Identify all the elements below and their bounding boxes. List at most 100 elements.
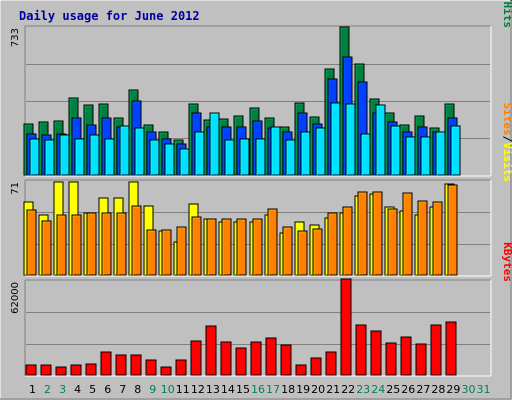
bar-body bbox=[130, 354, 142, 376]
bar-sites-day-3 bbox=[56, 214, 67, 276]
bar-body bbox=[330, 102, 341, 176]
bar-pages-day-19 bbox=[300, 131, 311, 176]
bar-body bbox=[149, 139, 160, 176]
bar-body bbox=[70, 364, 82, 376]
bar-kbytes-day-4 bbox=[70, 364, 82, 376]
bar-kbytes-day-16 bbox=[250, 341, 262, 376]
bar-kbytes-day-22 bbox=[340, 278, 352, 376]
bar-body bbox=[191, 216, 202, 276]
bar-body bbox=[415, 343, 427, 376]
bar-kbytes-day-28 bbox=[430, 324, 442, 376]
x-tick-label-day-26: 26 bbox=[401, 383, 415, 396]
bar-pages-day-9 bbox=[149, 139, 160, 176]
bar-kbytes-day-7 bbox=[115, 354, 127, 376]
bar-body bbox=[194, 131, 205, 176]
bar-body bbox=[100, 351, 112, 376]
bar-sites-day-1 bbox=[26, 209, 37, 276]
bar-kbytes-day-17 bbox=[265, 337, 277, 376]
bar-pages-day-22 bbox=[345, 103, 356, 176]
bar-pages-day-8 bbox=[134, 127, 145, 176]
bar-body bbox=[160, 366, 172, 376]
x-tick-label-day-20: 20 bbox=[311, 383, 325, 396]
bar-sites-day-9 bbox=[146, 229, 157, 276]
bar-sites-day-22 bbox=[342, 206, 353, 276]
x-tick-label-day-15: 15 bbox=[236, 383, 250, 396]
y-max-label: 733 bbox=[10, 28, 21, 47]
bar-body bbox=[297, 230, 308, 276]
bar-kbytes-day-20 bbox=[310, 357, 322, 376]
bar-body bbox=[355, 324, 367, 376]
bar-kbytes-day-24 bbox=[370, 330, 382, 376]
bar-body bbox=[40, 364, 52, 376]
legend-hits-files-pages: Pages/Files/Hits bbox=[501, 0, 512, 28]
x-tick-label-day-24: 24 bbox=[371, 383, 385, 396]
bar-sites-day-28 bbox=[432, 201, 443, 276]
bar-body bbox=[340, 278, 352, 376]
bar-sites-day-11 bbox=[176, 226, 187, 276]
bar-body bbox=[179, 148, 190, 176]
bar-sites-day-14 bbox=[221, 218, 232, 276]
bar-body bbox=[250, 341, 262, 376]
bar-body bbox=[402, 192, 413, 276]
x-tick-label-day-25: 25 bbox=[386, 383, 400, 396]
bar-kbytes-day-11 bbox=[175, 359, 187, 376]
bar-body bbox=[300, 131, 311, 176]
bar-sites-day-15 bbox=[236, 218, 247, 276]
bar-body bbox=[71, 214, 82, 276]
legend-kbytes: KBytes bbox=[501, 242, 512, 282]
bar-pages-day-28 bbox=[435, 131, 446, 176]
x-axis-day-labels: 1 2 3 4 5 6 7 8 9 10 11 12 13 14 15 16 17 18 19 20 21 22 23 24 2… bbox=[29, 383, 491, 396]
bar-body bbox=[357, 191, 368, 276]
bar-kbytes-day-5 bbox=[85, 363, 97, 376]
bar-kbytes-day-14 bbox=[220, 341, 232, 376]
bar-body bbox=[235, 347, 247, 376]
bar-pages-day-7 bbox=[119, 125, 130, 176]
bar-sites-day-12 bbox=[191, 216, 202, 276]
bar-pages-day-5 bbox=[89, 134, 100, 176]
bar-body bbox=[430, 324, 442, 376]
bar-body bbox=[25, 364, 37, 376]
bar-body bbox=[295, 364, 307, 376]
bar-body bbox=[29, 138, 40, 176]
x-tick-label-day-2: 2 bbox=[44, 383, 51, 396]
bar-body bbox=[432, 201, 443, 276]
bar-body bbox=[285, 139, 296, 176]
bar-body bbox=[116, 212, 127, 276]
bar-body bbox=[164, 143, 175, 176]
bar-sites-day-29 bbox=[447, 184, 458, 276]
bar-kbytes-day-27 bbox=[415, 343, 427, 376]
bar-body bbox=[375, 104, 386, 176]
panel-visits-sites: 71 Sites/Visits bbox=[10, 103, 512, 277]
legend-item-visits: Visits bbox=[501, 142, 512, 182]
bar-sites-day-25 bbox=[387, 208, 398, 276]
bar-body bbox=[445, 321, 457, 376]
bar-body bbox=[270, 126, 281, 176]
bar-body bbox=[447, 184, 458, 276]
bar-kbytes-day-23 bbox=[355, 324, 367, 376]
bar-sites-day-4 bbox=[71, 214, 82, 276]
bar-sites-day-27 bbox=[417, 200, 428, 276]
x-tick-label-day-11: 11 bbox=[176, 383, 190, 396]
legend-item-hits: Hits bbox=[501, 2, 512, 29]
bar-body bbox=[315, 127, 326, 176]
bar-body bbox=[190, 340, 202, 376]
bar-sites-day-16 bbox=[252, 218, 263, 276]
x-tick-label-day-16: 16 bbox=[251, 383, 265, 396]
bar-pages-day-10 bbox=[164, 143, 175, 176]
bar-body bbox=[175, 359, 187, 376]
bar-body bbox=[59, 134, 70, 176]
bar-body bbox=[325, 351, 337, 376]
bar-pages-day-11 bbox=[179, 148, 190, 176]
bar-body bbox=[312, 228, 323, 276]
bar-body bbox=[385, 342, 397, 376]
chart-panels: 733Pages/Files/Hits71Sites/Visits62000KB… bbox=[10, 0, 512, 377]
bar-body bbox=[370, 330, 382, 376]
bar-body bbox=[345, 103, 356, 176]
x-tick-label-day-3: 3 bbox=[59, 383, 66, 396]
bar-kbytes-day-1 bbox=[25, 364, 37, 376]
bar-body bbox=[41, 220, 52, 276]
bar-body bbox=[119, 125, 130, 176]
bar-kbytes-day-13 bbox=[205, 325, 217, 376]
bar-pages-day-3 bbox=[59, 134, 70, 176]
